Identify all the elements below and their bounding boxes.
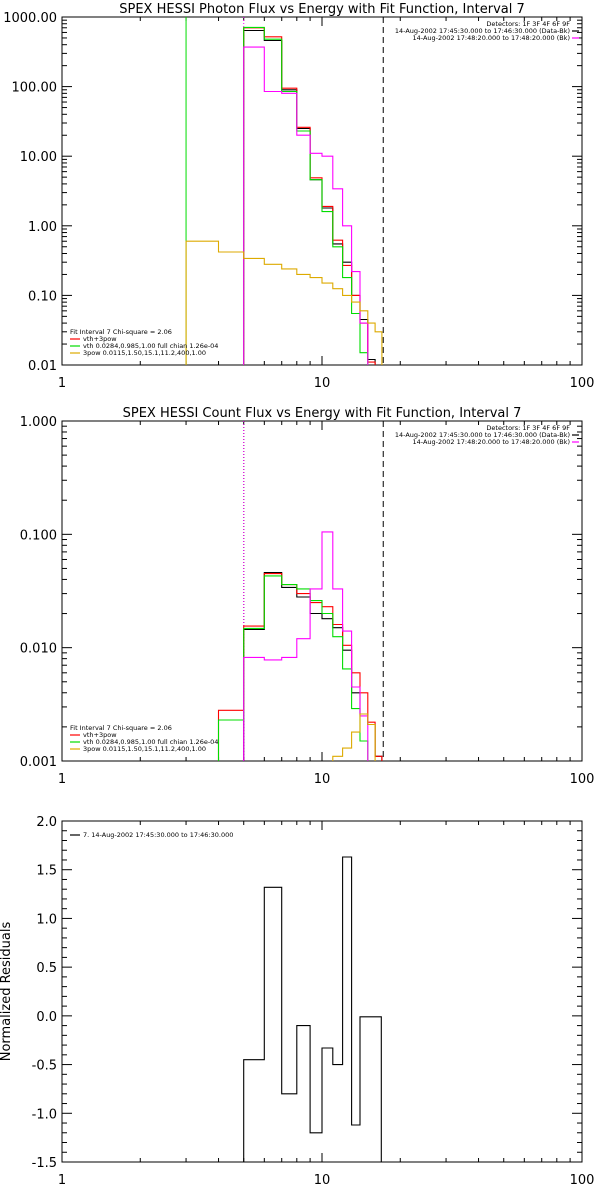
series-5-line xyxy=(332,713,376,761)
x-tick-label: 100 xyxy=(570,376,595,391)
y-tick-label: 1.000 xyxy=(20,415,57,430)
legend-label: 3pow 0.0115,1.50,15.1,11.2,400,1.00 xyxy=(83,349,206,357)
y-tick-label: 0.5 xyxy=(36,961,57,976)
header-label: 14-Aug-2002 17:48:20.000 to 17:48:20.000… xyxy=(413,438,570,446)
y-tick-label: -1.5 xyxy=(32,1156,57,1171)
series-1-line xyxy=(243,29,376,365)
legend-label: vth 0.0284,0.985,1.00 full chian 1.26e-0… xyxy=(83,342,218,350)
chart-title: SPEX HESSI Photon Flux vs Energy with Fi… xyxy=(119,2,525,17)
legend-label: vth+3pow xyxy=(83,731,117,739)
series-3-line xyxy=(243,26,369,365)
chart-panel-3: 1 10 100 -1.5 -1.0 -0.5 0.0 0.5 1.0 1.5 2.0 Normali… xyxy=(0,815,594,1188)
fit-label: Fit Interval 7 Chi-square = 2.06 xyxy=(70,724,172,732)
y-tick-label: 2.0 xyxy=(36,815,57,830)
x-tick-label: 100 xyxy=(570,1173,595,1188)
y-tick-label: 0.10 xyxy=(28,289,57,304)
y-tick-label: 0.01 xyxy=(28,359,57,374)
legend-label: vth+3pow xyxy=(83,335,117,343)
y-tick-label: -1.0 xyxy=(32,1107,57,1122)
y-tick-label: 0.001 xyxy=(20,755,57,770)
plot-frame xyxy=(61,420,583,762)
y-tick-label: 100.00 xyxy=(12,81,58,96)
legend-label: vth 0.0284,0.985,1.00 full chian 1.26e-0… xyxy=(83,738,218,746)
chart-panel-1: SPEX HESSI Photon Flux vs Energy with Fi… xyxy=(3,2,594,391)
y-tick-label: 1.5 xyxy=(36,864,57,879)
series-4-line xyxy=(243,46,369,365)
y-tick-label: 0.100 xyxy=(20,528,57,543)
y-tick-label: -0.5 xyxy=(32,1059,57,1074)
chart-title: SPEX HESSI Count Flux vs Energy with Fit… xyxy=(123,406,522,421)
legend-label: 7. 14-Aug-2002 17:45:30.000 to 17:46:30.… xyxy=(83,831,233,839)
x-tick-label: 10 xyxy=(314,376,331,391)
header-label: 14-Aug-2002 17:45:30.000 to 17:46:30.000… xyxy=(395,431,570,439)
series-1-line xyxy=(243,856,382,1162)
header-label: 14-Aug-2002 17:48:20.000 to 17:48:20.000… xyxy=(413,34,570,42)
x-tick-label: 100 xyxy=(570,772,595,787)
legend-label: 3pow 0.0115,1.50,15.1,11.2,400,1.00 xyxy=(83,745,206,753)
y-tick-label: 1000.00 xyxy=(3,11,57,26)
y-tick-label: 1.0 xyxy=(36,912,57,927)
header-label: 14-Aug-2002 17:45:30.000 to 17:46:30.000… xyxy=(395,27,570,35)
x-tick-label: 10 xyxy=(314,772,331,787)
x-tick-label: 1 xyxy=(58,1173,66,1188)
y-axis-label: Normalized Residuals xyxy=(0,922,14,1062)
y-tick-label: 0.0 xyxy=(36,1010,57,1025)
series-2-line xyxy=(243,27,376,365)
series-2-line xyxy=(217,573,383,761)
series-4-line xyxy=(243,531,369,761)
series-3-line xyxy=(217,575,369,761)
x-tick-label: 1 xyxy=(58,376,66,391)
y-tick-label: 0.010 xyxy=(20,642,57,657)
y-tick-label: 10.00 xyxy=(20,150,57,165)
chart-panel-2: SPEX HESSI Count Flux vs Energy with Fit… xyxy=(20,406,595,787)
fit-label: Fit Interval 7 Chi-square = 2.06 xyxy=(70,328,172,336)
header-label: Detectors: 1F 3F 4F 6F 9F xyxy=(486,424,570,432)
series-5-line xyxy=(185,240,383,365)
y-tick-label: 1.00 xyxy=(28,220,57,235)
header-label: Detectors: 1F 3F 4F 6F 9F xyxy=(486,20,570,28)
x-tick-label: 10 xyxy=(314,1173,331,1188)
x-tick-label: 1 xyxy=(58,772,66,787)
